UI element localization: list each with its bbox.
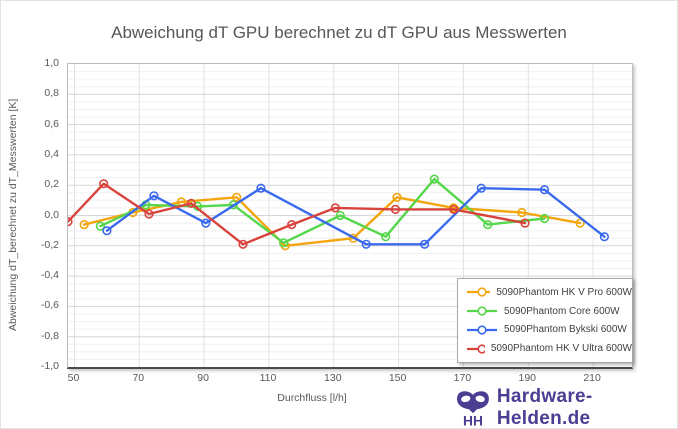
data-point-marker — [392, 192, 402, 202]
legend-marker-icon — [467, 287, 491, 297]
data-point-marker — [279, 238, 289, 248]
data-point-marker — [95, 221, 106, 231]
data-point-marker — [186, 198, 196, 208]
y-tick-label: -0,4 — [40, 269, 59, 282]
legend-item-3: 5090Phantom HK V Ultra 600W — [466, 343, 632, 355]
x-tick-label: 50 — [67, 372, 80, 384]
watermark: HH Hardware-Helden.de — [452, 386, 677, 429]
legend-label: 5090Phantom HK V Ultra 600W — [490, 343, 632, 355]
data-point-marker — [539, 213, 550, 224]
x-tick-label: 170 — [453, 372, 472, 384]
y-tick-label: 1,0 — [44, 57, 59, 69]
x-tick-label: 90 — [197, 372, 209, 384]
data-point-marker — [149, 191, 159, 201]
y-tick-label: -1,0 — [40, 360, 59, 372]
y-tick-label: -0,6 — [40, 299, 59, 312]
x-tick-label: 110 — [259, 372, 277, 384]
legend-item-2: 5090Phantom Bykski 600W — [466, 324, 632, 336]
data-point-marker — [517, 207, 527, 218]
data-point-marker — [361, 239, 371, 249]
legend-label: 5090Phantom Core 600W — [504, 305, 620, 317]
y-tick-label: -0,8 — [40, 329, 59, 342]
x-axis-title: Durchfluss [l/h] — [277, 392, 347, 404]
hardware-helden-mask-logo: HH — [457, 391, 489, 429]
y-tick-label: 0,4 — [44, 147, 59, 160]
data-point-marker — [68, 217, 73, 227]
legend-marker-icon — [467, 344, 485, 354]
data-point-marker — [575, 218, 585, 228]
x-tick-label: 150 — [388, 372, 407, 384]
data-point-marker — [287, 220, 297, 230]
x-tick-label: 190 — [518, 372, 537, 384]
series-line-2 — [105, 186, 606, 246]
chart-title: Abweichung dT GPU berechnet zu dT GPU au… — [111, 23, 567, 42]
watermark-text: Hardware-Helden.de — [496, 386, 593, 429]
x-tick-label: 210 — [583, 372, 601, 384]
data-point-marker — [599, 232, 610, 242]
data-point-marker — [330, 203, 341, 213]
data-point-marker — [335, 210, 345, 221]
data-point-marker — [79, 220, 89, 230]
data-point-marker — [429, 174, 439, 184]
data-point-marker — [228, 200, 238, 210]
data-point-marker — [449, 204, 459, 214]
y-tick-label: 0,0 — [44, 208, 59, 221]
y-tick-label: 0,2 — [44, 178, 59, 191]
data-point-marker — [420, 239, 430, 249]
plot-area — [67, 63, 633, 369]
data-point-marker — [390, 204, 401, 214]
y-tick-label: 0,8 — [44, 87, 59, 100]
data-point-marker — [381, 232, 391, 242]
y-tick-label: -0,2 — [40, 238, 59, 251]
data-point-marker — [476, 183, 486, 193]
data-point-marker — [201, 218, 211, 228]
data-point-marker — [520, 218, 530, 228]
series-2 — [102, 183, 610, 249]
data-point-marker — [256, 183, 266, 193]
series-line-3 — [68, 182, 527, 246]
data-point-marker — [144, 209, 154, 219]
series-line-0 — [83, 196, 582, 248]
data-point-marker — [232, 192, 242, 202]
x-tick-label: 130 — [324, 372, 342, 384]
data-point-marker — [102, 226, 112, 236]
legend-item-0: 5090Phantom HK V Pro 600W — [466, 286, 632, 298]
legend-marker-icon — [467, 325, 497, 335]
legend-box: 5090Phantom HK V Pro 600W 5090Phantom Cor… — [457, 278, 633, 363]
series-3 — [68, 179, 530, 249]
data-point-marker — [99, 179, 109, 189]
svg-text:HH: HH — [463, 414, 483, 429]
legend-marker-icon — [467, 306, 497, 316]
legend-item-1: 5090Phantom Core 600W — [466, 305, 632, 317]
data-point-marker — [483, 220, 493, 230]
legend-label: 5090Phantom HK V Pro 600W — [496, 286, 632, 298]
data-point-marker — [238, 239, 248, 249]
legend-label: 5090Phantom Bykski 600W — [504, 324, 627, 336]
y-tick-label: 0,6 — [44, 117, 59, 130]
x-tick-label: 70 — [132, 372, 145, 384]
data-point-marker — [539, 185, 550, 195]
